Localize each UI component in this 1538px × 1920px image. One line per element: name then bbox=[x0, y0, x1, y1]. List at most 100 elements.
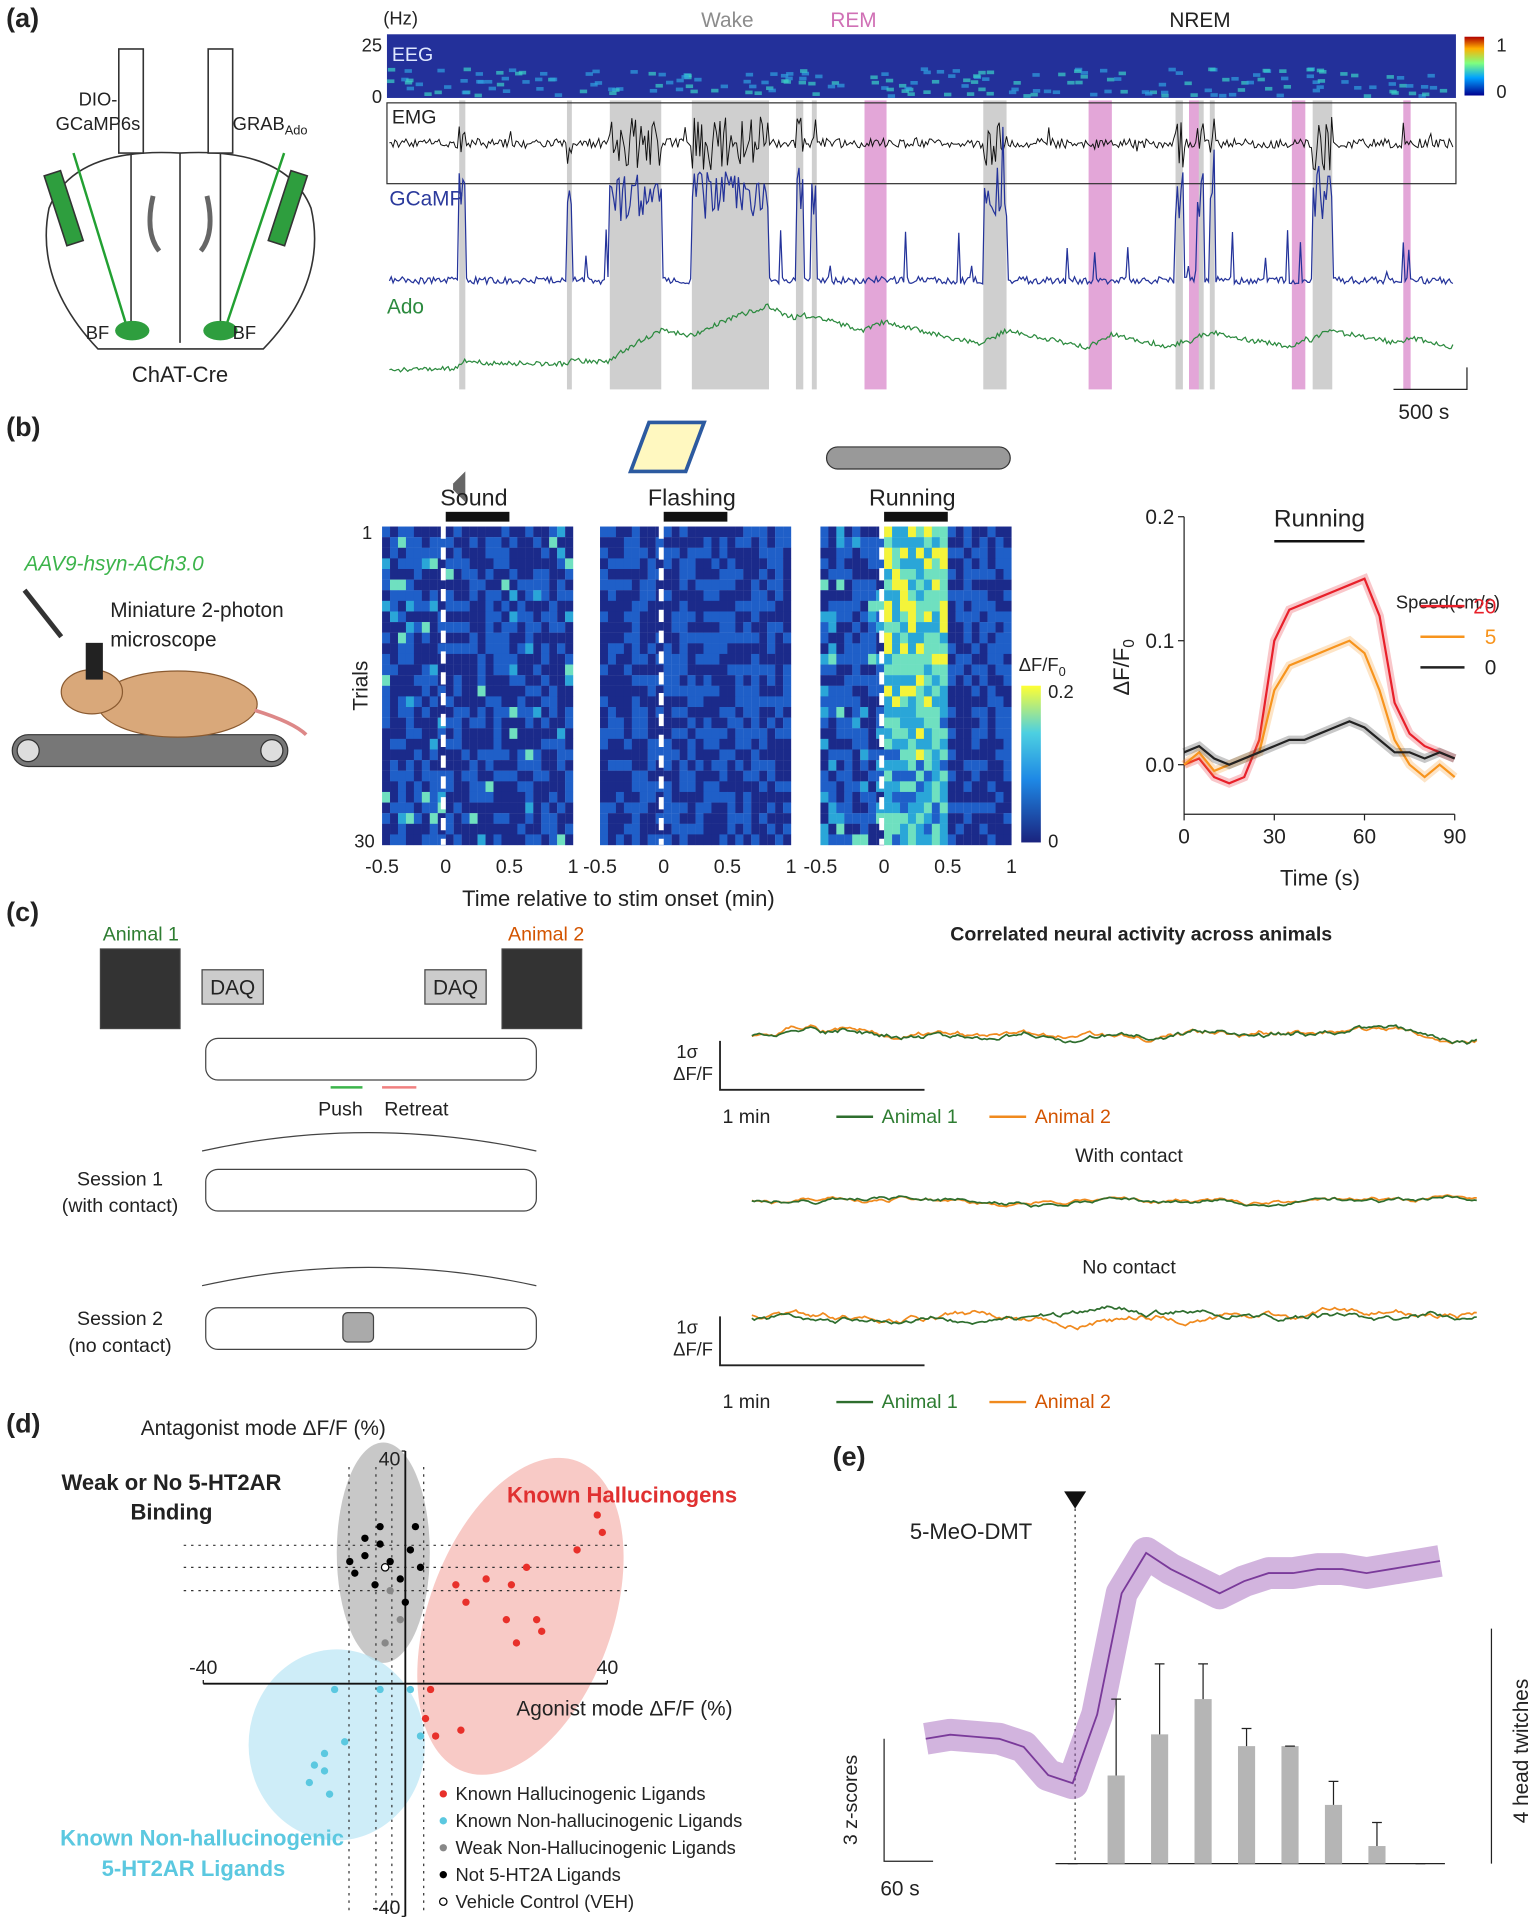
heatmap-cell bbox=[820, 728, 829, 740]
heatmap-cell bbox=[663, 611, 672, 623]
heatmap-cell bbox=[703, 834, 712, 846]
heatmap-cell bbox=[405, 675, 415, 686]
heatmap-cell bbox=[493, 834, 502, 846]
heatmap-cell bbox=[876, 728, 885, 740]
eeg-speckle bbox=[923, 70, 931, 75]
heatmap-cell bbox=[743, 526, 752, 538]
heatmap-cell bbox=[727, 579, 736, 591]
heatmap-cell bbox=[517, 622, 526, 633]
heatmap-cell bbox=[509, 622, 518, 633]
heatmap-cell bbox=[939, 791, 948, 803]
heatmap-cell bbox=[743, 823, 752, 835]
heatmap-cell bbox=[923, 600, 932, 612]
heatmap-cell bbox=[501, 717, 510, 729]
heatmap-cell bbox=[501, 802, 510, 814]
heatmap-cell bbox=[397, 547, 407, 559]
heatmap-cell bbox=[939, 738, 948, 750]
heatmap-cell bbox=[775, 749, 784, 761]
heatmap-cell bbox=[735, 622, 744, 633]
eeg-speckle bbox=[1190, 93, 1198, 97]
brain-schematic bbox=[43, 48, 316, 350]
label: 0.2 bbox=[1048, 681, 1074, 702]
panel-label: (b) bbox=[6, 412, 40, 442]
heatmap-cell bbox=[623, 802, 632, 814]
heatmap-cell bbox=[907, 707, 917, 718]
heatmap-cell bbox=[907, 813, 917, 824]
heatmap-cell bbox=[453, 526, 462, 538]
heatmap-cell bbox=[892, 823, 901, 835]
heatmap-cell bbox=[541, 622, 550, 633]
eeg-speckle bbox=[831, 81, 840, 85]
wake-band bbox=[1312, 100, 1333, 390]
heatmap-cell bbox=[565, 717, 574, 729]
heatmap-cell bbox=[719, 749, 728, 761]
heatmap-cell bbox=[751, 834, 760, 846]
heatmap-cell bbox=[820, 738, 829, 750]
label: 0 bbox=[1048, 830, 1058, 851]
heatmap-cell bbox=[615, 526, 625, 538]
heatmap-cell bbox=[751, 568, 760, 580]
heatmap-cell bbox=[979, 738, 988, 750]
heatmap-cell bbox=[876, 622, 885, 633]
eeg-speckle bbox=[886, 87, 894, 92]
heatmap-cell bbox=[987, 728, 996, 740]
heatmap-cell bbox=[533, 611, 542, 623]
heatmap-cell bbox=[719, 802, 728, 814]
heatmap-cell bbox=[517, 738, 526, 750]
heatmap-cell bbox=[711, 696, 720, 708]
eeg-speckle bbox=[986, 91, 994, 96]
point bbox=[371, 1581, 379, 1589]
heatmap-cell bbox=[631, 653, 640, 665]
heatmap-cell bbox=[995, 813, 1004, 824]
eeg-speckle bbox=[978, 87, 986, 92]
error-bar bbox=[1241, 1727, 1252, 1747]
eeg-speckle bbox=[801, 71, 810, 76]
heatmap-cell bbox=[405, 622, 415, 633]
eeg-speckle bbox=[1408, 91, 1417, 96]
heatmap-cell bbox=[461, 823, 470, 835]
heatmap-cell bbox=[767, 611, 776, 623]
heatmap-cell bbox=[549, 696, 558, 708]
heatmap-cell bbox=[421, 834, 430, 846]
heatmap-cell bbox=[907, 770, 917, 782]
heatmap-cell bbox=[979, 622, 988, 633]
heatmap-cell bbox=[860, 622, 869, 633]
heatmap-cell bbox=[382, 643, 391, 655]
label: DAQ bbox=[210, 976, 255, 999]
heatmap-cell bbox=[390, 526, 399, 538]
eeg-speckle bbox=[592, 69, 600, 74]
eeg-speckle bbox=[986, 70, 995, 75]
label: ΔF/F bbox=[673, 1339, 713, 1360]
heatmap-cell bbox=[955, 823, 964, 835]
heatmap-cell bbox=[876, 600, 885, 612]
heatmap-cell bbox=[557, 675, 566, 686]
heatmap-cell bbox=[541, 643, 550, 655]
heatmap-cell bbox=[461, 600, 470, 612]
heatmap-cell bbox=[679, 696, 688, 708]
heatmap-cell bbox=[541, 537, 550, 548]
heatmap-cell bbox=[517, 707, 526, 718]
eeg-speckle bbox=[1265, 86, 1273, 91]
heatmap-cell bbox=[695, 834, 704, 846]
heatmap-cell bbox=[549, 558, 558, 570]
heatmap-cell bbox=[549, 622, 558, 633]
heatmap-cell bbox=[647, 568, 656, 580]
heatmap-cell bbox=[461, 791, 470, 803]
eeg-speckle bbox=[496, 82, 505, 87]
heatmap-cell bbox=[915, 590, 925, 602]
heatmap-cell bbox=[703, 707, 712, 718]
heatmap-cell bbox=[600, 760, 609, 771]
heatmap-cell bbox=[1003, 537, 1012, 548]
heatmap-cell bbox=[955, 622, 964, 633]
eeg-speckle bbox=[1241, 81, 1249, 85]
setup-schematic bbox=[99, 948, 583, 1350]
heatmap-cell bbox=[719, 781, 728, 793]
eeg-speckle bbox=[1067, 80, 1075, 85]
heatmap-cell bbox=[828, 558, 837, 570]
heatmap-cell bbox=[828, 770, 837, 782]
heatmap-cell bbox=[413, 781, 422, 793]
heatmap-cell bbox=[639, 537, 648, 548]
eeg-speckle bbox=[694, 77, 702, 82]
heatmap-cell bbox=[860, 813, 869, 824]
heatmap-cell bbox=[565, 813, 574, 824]
